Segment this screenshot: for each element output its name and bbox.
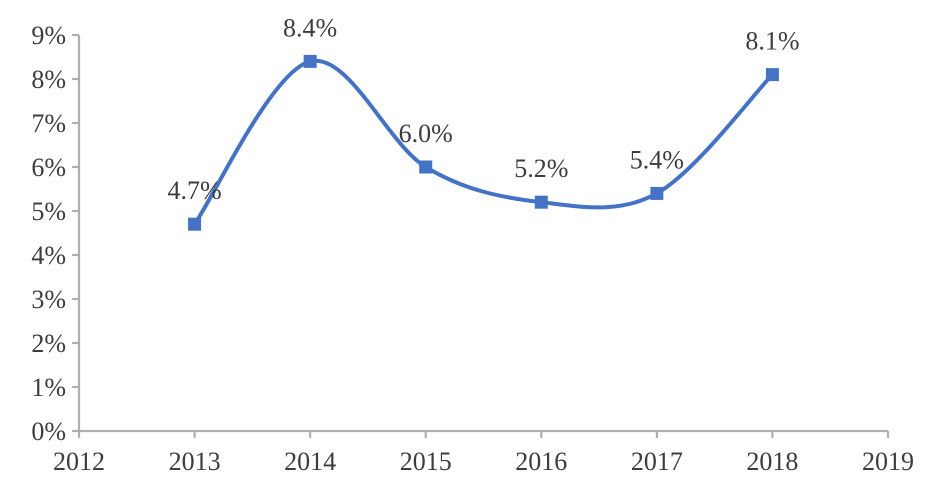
series-line [192, 58, 775, 227]
x-axis-tick-label: 2018 [746, 447, 798, 476]
y-axis-tick-label: 4% [31, 241, 66, 270]
y-axis-tick-label: 8% [31, 65, 66, 94]
x-axis-tick-label: 2015 [400, 447, 452, 476]
y-axis-tick-label: 6% [31, 153, 66, 182]
data-point-marker [650, 186, 664, 200]
data-point-label: 8.1% [745, 27, 799, 56]
x-axis-tick-label: 2017 [631, 447, 683, 476]
data-point-marker [765, 68, 779, 82]
data-point-label: 5.2% [514, 154, 568, 183]
x-axis-tick-label: 2012 [53, 447, 105, 476]
y-axis-tick-label: 7% [31, 109, 66, 138]
data-point-label: 6.0% [399, 119, 453, 148]
data-point-label: 8.4% [283, 13, 337, 42]
data-point-marker [419, 160, 433, 174]
data-point-label: 4.7% [167, 176, 221, 205]
x-axis-tick-label: 2013 [169, 447, 221, 476]
data-point-marker [303, 54, 317, 68]
y-axis-tick-label: 9% [31, 21, 66, 50]
y-axis-tick-label: 3% [31, 285, 66, 314]
x-axis-tick-label: 2014 [284, 447, 336, 476]
y-axis-tick-label: 1% [31, 373, 66, 402]
x-axis-tick-label: 2016 [515, 447, 567, 476]
y-axis-tick-label: 2% [31, 329, 66, 358]
data-point-label: 5.4% [630, 145, 684, 174]
x-axis-tick-label: 2019 [862, 447, 914, 476]
y-axis-tick-label: 5% [31, 197, 66, 226]
y-axis-tick-label: 0% [31, 417, 66, 446]
data-point-marker [534, 195, 548, 209]
data-point-marker [188, 217, 202, 231]
